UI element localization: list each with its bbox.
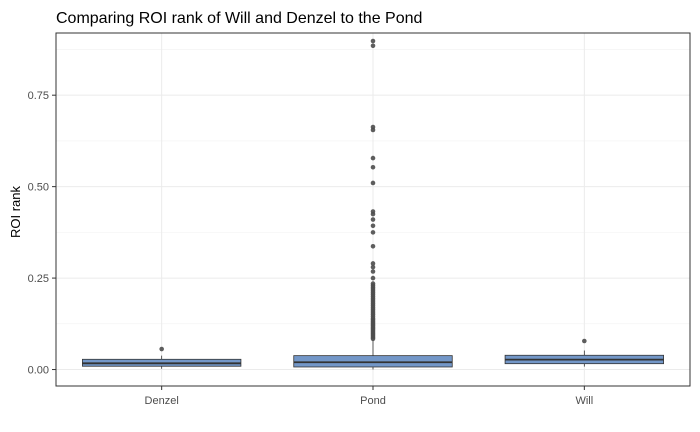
box-group-will — [504, 338, 664, 367]
outlier-point — [370, 223, 376, 229]
outlier-point — [159, 346, 164, 352]
chart-title: Comparing ROI rank of Will and Denzel to… — [56, 10, 422, 27]
y-tick-label: 0.50 — [28, 182, 49, 194]
y-axis-label: ROI rank — [8, 185, 23, 238]
outlier-point — [370, 230, 376, 235]
box-group-denzel — [82, 346, 242, 369]
plot-panel — [55, 32, 691, 387]
outlier-point — [370, 164, 376, 170]
outlier-point — [370, 38, 376, 44]
outlier-point — [582, 338, 587, 344]
outlier-point — [370, 264, 376, 270]
y-tick-label: 0.75 — [28, 90, 49, 102]
outlier-point — [370, 43, 376, 49]
x-tick-label-will: Will — [575, 395, 593, 407]
outlier-point — [370, 155, 376, 161]
outlier-point — [370, 209, 376, 214]
outlier-point — [370, 281, 376, 286]
y-tick-label: 0.00 — [28, 365, 49, 377]
outlier-point — [370, 275, 376, 281]
outlier-point — [370, 269, 376, 274]
outlier-point — [370, 243, 376, 249]
outlier-point — [370, 124, 376, 130]
x-tick-label-pond: Pond — [360, 395, 386, 407]
outlier-point — [370, 261, 376, 266]
box — [293, 355, 453, 368]
outlier-point — [370, 217, 376, 222]
y-tick-label: 0.25 — [28, 273, 49, 285]
outlier-point — [370, 180, 376, 186]
x-tick-label-denzel: Denzel — [145, 395, 179, 407]
box-group-pond — [293, 38, 453, 370]
